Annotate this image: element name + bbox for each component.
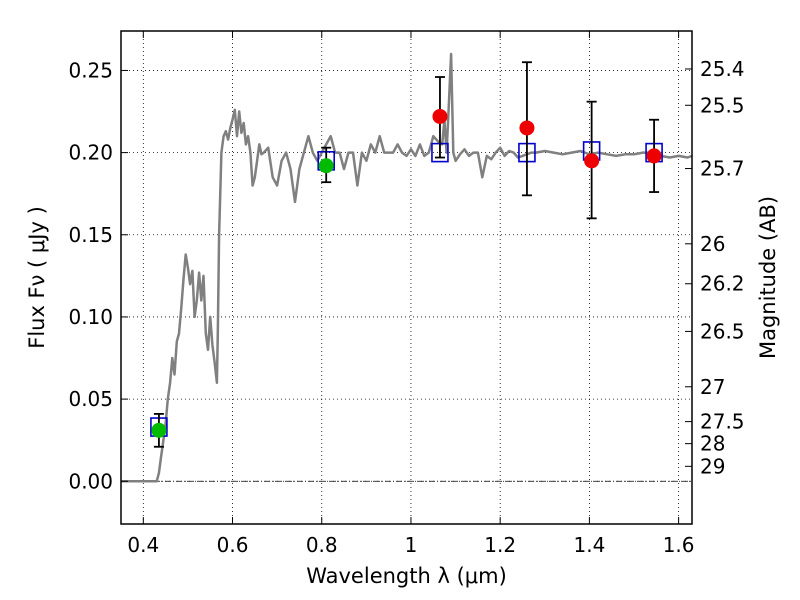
magnitude-tick-label: 29 xyxy=(700,454,725,478)
magnitude-tick-label: 25.5 xyxy=(700,93,745,117)
x-tick-label: 0.4 xyxy=(127,533,159,557)
tick-labels: 0.4 0.6 0.8 1 1.2 1.4 1.6 0.00 0.05 0.10 0.15 0.20 0… xyxy=(68,57,744,557)
x-tick-label: 1 xyxy=(405,533,418,557)
x-tick-label: 1.4 xyxy=(573,533,605,557)
plot-frame xyxy=(120,30,693,525)
magnitude-tick-label: 26.5 xyxy=(700,319,745,343)
observed-flux-point xyxy=(584,153,600,169)
y-axis-label: Flux Fν ( μJy ) xyxy=(25,206,49,349)
magnitude-tick-label: 25.7 xyxy=(700,157,745,181)
magnitude-axis-label: Magnitude (AB) xyxy=(756,196,780,359)
grid xyxy=(121,31,692,524)
magnitude-tick-label: 27.5 xyxy=(700,410,745,434)
y-tick-label: 0.05 xyxy=(68,387,113,411)
observed-flux-point xyxy=(318,158,334,174)
model-spectrum-line xyxy=(121,52,693,483)
y-tick-label: 0.20 xyxy=(68,141,113,165)
series-layer xyxy=(121,52,693,483)
marker-layer xyxy=(150,61,663,448)
x-axis-label: Wavelength λ (μm) xyxy=(306,564,507,588)
magnitude-tick-label: 27 xyxy=(700,375,725,399)
y-tick-label: 0.00 xyxy=(68,469,113,493)
x-tick-label: 1.2 xyxy=(484,533,516,557)
magnitude-tick-label: 28 xyxy=(700,432,725,456)
observed-flux-point xyxy=(432,108,448,124)
y-tick-label: 0.15 xyxy=(68,223,113,247)
magnitude-tick-label: 25.4 xyxy=(700,57,745,81)
x-tick-label: 0.8 xyxy=(306,533,338,557)
magnitude-tick-label: 26 xyxy=(700,232,725,256)
y-tick-label: 0.25 xyxy=(68,58,113,82)
observed-flux-point xyxy=(646,148,662,164)
observed-flux-point xyxy=(151,422,167,438)
tick-marks xyxy=(121,31,692,524)
x-tick-label: 0.6 xyxy=(217,533,249,557)
magnitude-tick-label: 26.2 xyxy=(700,272,745,296)
x-tick-label: 1.6 xyxy=(663,533,695,557)
y-tick-label: 0.10 xyxy=(68,305,113,329)
observed-flux-point xyxy=(519,120,535,136)
